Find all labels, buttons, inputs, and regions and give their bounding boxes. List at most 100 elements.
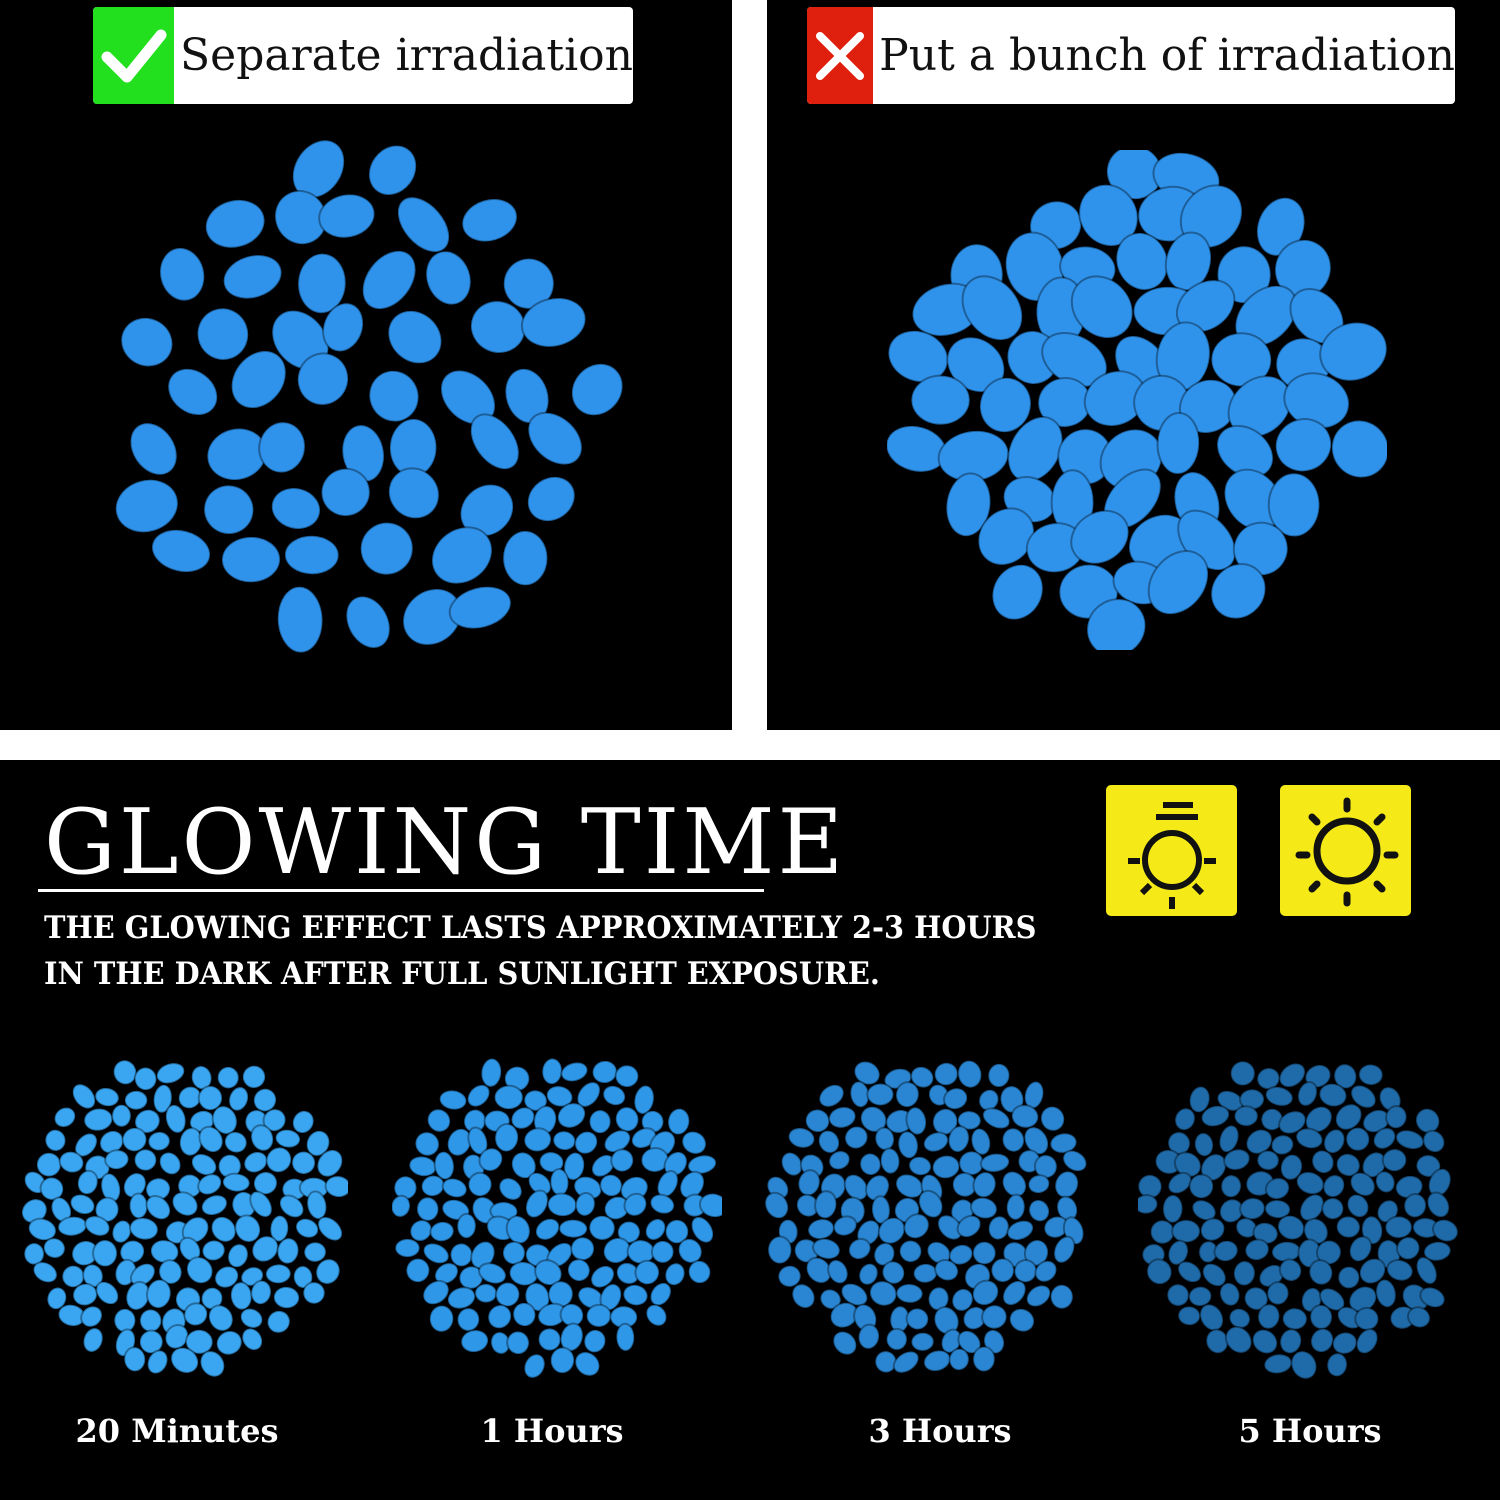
pebble xyxy=(677,1237,703,1264)
pebble xyxy=(570,1236,596,1262)
pebble xyxy=(927,1083,950,1107)
pebble xyxy=(241,1327,264,1351)
pebble xyxy=(879,1147,901,1175)
pebble xyxy=(805,1256,833,1284)
pebble xyxy=(1233,1105,1259,1127)
subtitle-line: THE GLOWING EFFECT LASTS APPROXIMATELY 2… xyxy=(44,910,1037,946)
pebble xyxy=(1426,1191,1451,1219)
pebble xyxy=(1333,1063,1358,1090)
pebble xyxy=(679,1170,705,1200)
pebble xyxy=(1199,1303,1225,1332)
pebble xyxy=(1115,232,1169,291)
pebble xyxy=(1223,1148,1251,1171)
pebble xyxy=(147,1131,171,1152)
pebble xyxy=(1070,509,1130,565)
pebble xyxy=(871,1195,891,1225)
pebble xyxy=(951,1288,974,1312)
pebble xyxy=(139,1308,163,1333)
pebble xyxy=(1174,1107,1196,1132)
pebble xyxy=(1166,1283,1190,1307)
pebble xyxy=(438,1089,468,1111)
pebble xyxy=(61,1264,86,1289)
pebble xyxy=(1232,521,1289,577)
pebble xyxy=(469,413,520,471)
pebble xyxy=(292,1265,314,1289)
pebble xyxy=(291,1150,317,1175)
pebble xyxy=(274,1128,301,1149)
pebble xyxy=(1348,1235,1373,1263)
pebble xyxy=(241,1064,267,1089)
pebble xyxy=(827,1259,849,1285)
pebble xyxy=(857,1323,881,1350)
pebble xyxy=(82,1263,104,1288)
pebble xyxy=(527,411,583,466)
pebble xyxy=(1277,1214,1306,1241)
pebble xyxy=(804,1108,831,1134)
pebble xyxy=(159,247,206,302)
pebble xyxy=(129,1216,159,1241)
pebble xyxy=(1146,1258,1173,1286)
pebble xyxy=(978,1088,1000,1112)
pebble xyxy=(80,1305,103,1328)
pebble xyxy=(27,1217,57,1242)
pebble xyxy=(433,1150,455,1181)
pebble xyxy=(1318,1082,1348,1108)
pebble xyxy=(222,254,283,300)
pebble xyxy=(664,1262,686,1287)
pebble xyxy=(858,1262,879,1286)
pebble xyxy=(969,1196,998,1220)
pebble xyxy=(158,1259,183,1285)
pebble xyxy=(840,1282,869,1307)
pebble xyxy=(441,1177,468,1199)
pebble xyxy=(645,1303,668,1327)
pebble xyxy=(69,1193,96,1216)
glowing-time-title: GLOWING TIME xyxy=(44,790,847,895)
pebble xyxy=(560,1061,589,1083)
pebble xyxy=(877,1216,906,1245)
pebble xyxy=(278,1194,305,1219)
pebble xyxy=(76,1169,99,1196)
pebble xyxy=(197,1173,223,1196)
pebble xyxy=(456,1307,481,1332)
pebble xyxy=(250,1279,272,1306)
pebble xyxy=(317,1216,344,1242)
pebble xyxy=(1270,1134,1295,1156)
pebble xyxy=(1386,1259,1414,1282)
pebble xyxy=(302,1281,326,1305)
pebble xyxy=(123,1089,149,1111)
pebble xyxy=(441,1198,471,1221)
pebble xyxy=(991,563,1044,621)
pebble xyxy=(251,1235,279,1263)
pebble xyxy=(1210,332,1273,388)
pebble xyxy=(1376,1199,1399,1224)
pebble xyxy=(220,535,282,584)
pebble xyxy=(368,144,418,196)
pebble xyxy=(392,1194,411,1218)
pebble xyxy=(956,1110,982,1131)
pebble xyxy=(128,1192,149,1220)
pebble xyxy=(634,1259,660,1286)
pebble xyxy=(690,1216,715,1244)
pebble xyxy=(538,1151,565,1174)
pebble xyxy=(1228,1307,1251,1329)
pebble xyxy=(1008,1307,1036,1333)
pebble xyxy=(223,1130,248,1154)
pebble xyxy=(947,1125,970,1153)
pebble xyxy=(402,588,463,646)
pebble xyxy=(104,1149,130,1171)
pebble xyxy=(1295,1171,1325,1195)
pebble xyxy=(200,1286,224,1311)
pebble xyxy=(1010,1104,1040,1129)
pebble xyxy=(1049,1132,1078,1154)
pebble xyxy=(94,1086,120,1108)
pebble xyxy=(121,1126,148,1153)
pebble xyxy=(588,1214,616,1241)
pebble xyxy=(1027,1174,1051,1195)
pebble xyxy=(1278,1110,1307,1135)
pebble xyxy=(216,1065,240,1090)
pebble xyxy=(698,1192,722,1219)
pebble xyxy=(429,1220,455,1243)
pebble xyxy=(866,1082,895,1107)
pebble xyxy=(588,1109,612,1135)
pebble xyxy=(341,424,385,483)
